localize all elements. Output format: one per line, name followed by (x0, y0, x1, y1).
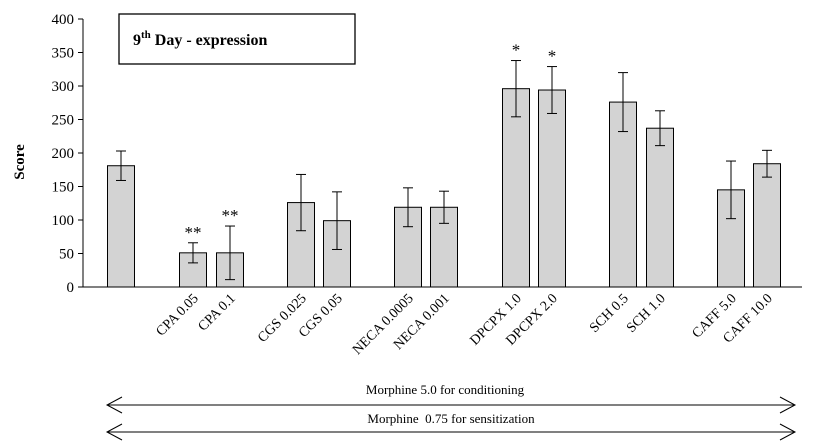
y-axis-label: Score (12, 144, 28, 180)
significance-mark: * (548, 47, 557, 66)
bar (502, 88, 530, 288)
error-bars (116, 60, 772, 281)
sensitization-arrow (105, 423, 797, 441)
x-tick-label: CGS 0.025 (255, 291, 310, 346)
x-tick-label: SCH 0.5 (587, 291, 632, 336)
significance-mark: ** (185, 223, 202, 242)
significance-mark: ** (222, 206, 239, 225)
y-tick-label: 300 (52, 79, 75, 95)
title-box (118, 13, 356, 65)
bars (107, 88, 781, 288)
bar (107, 165, 135, 288)
chart-title: 9th Day - expression (133, 29, 267, 49)
x-tick-label: CPA 0.05 (154, 291, 202, 339)
significance-mark: * (512, 41, 521, 60)
significance-marks: ***** * (185, 41, 557, 242)
sensitization-note: Morphine 0.75 for sensitization (367, 411, 535, 426)
bar (753, 163, 781, 288)
y-tick-label: 100 (52, 213, 75, 229)
bar (646, 127, 674, 288)
y-tick-label: 50 (59, 247, 74, 263)
y-tick-label: 200 (52, 146, 75, 162)
y-tick-label: 350 (52, 46, 75, 62)
y-ticks: 0 50 100 150 200 250 300 350 400 (52, 12, 83, 296)
y-tick-label: 400 (52, 12, 75, 28)
x-tick-label: CPA 0.1 (196, 291, 239, 334)
conditioning-arrow (105, 396, 797, 414)
x-tick-label: NECA 0.0005 (350, 291, 417, 358)
y-tick-label: 250 (52, 113, 75, 129)
conditioning-note: Morphine 5.0 for conditioning (366, 382, 525, 397)
y-tick-label: 150 (52, 180, 75, 196)
x-tick-label: SCH 1.0 (624, 291, 669, 336)
y-tick-label: 0 (67, 280, 75, 296)
bar (538, 89, 566, 288)
